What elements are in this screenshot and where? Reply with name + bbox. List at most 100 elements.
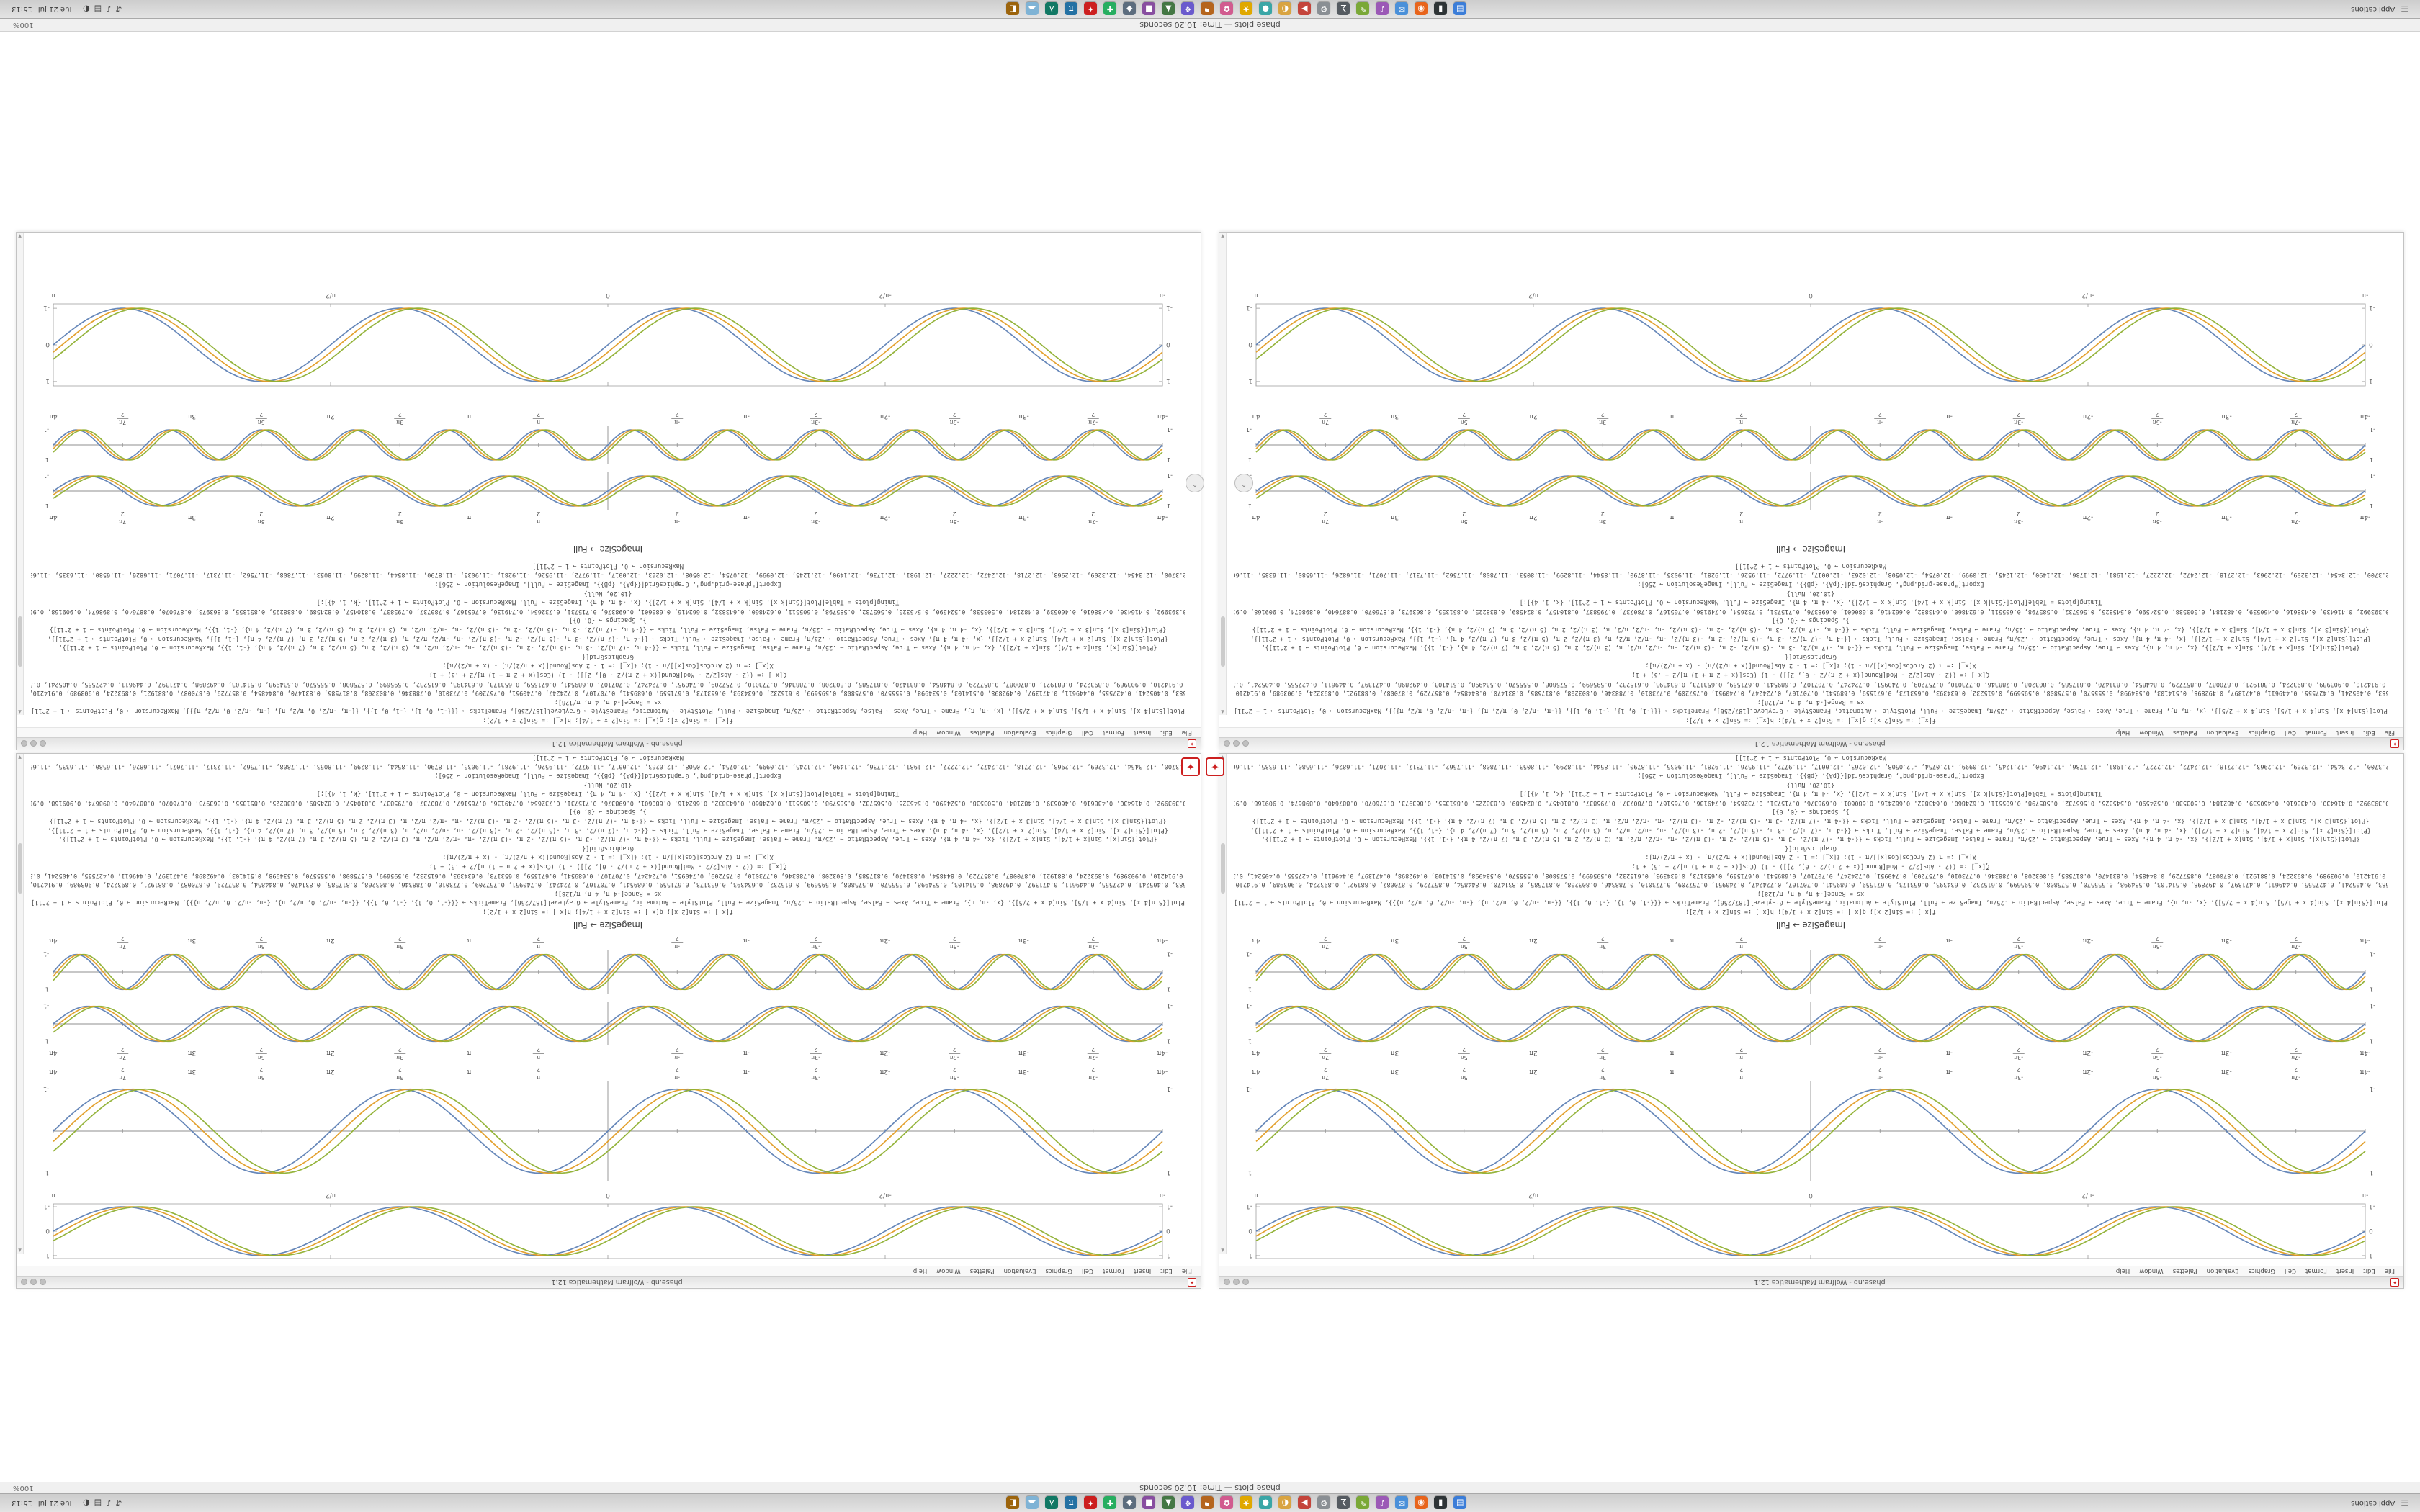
menu-file[interactable]: File — [2384, 729, 2395, 737]
file-manager-icon[interactable]: ▤ — [1453, 2, 1467, 16]
menu-graphics[interactable]: Graphics — [2248, 729, 2276, 737]
menu-format[interactable]: Format — [1102, 1267, 1124, 1275]
minimize-button[interactable] — [40, 740, 46, 747]
code-line[interactable]: {10.20, Null} — [1786, 780, 1835, 788]
menu-help[interactable]: Help — [913, 1267, 928, 1275]
volume-icon[interactable]: ♪ — [106, 4, 112, 14]
code-line[interactable]: {0., 0.0245412, 0.0490677, 0.0735646, 0.… — [1234, 689, 2388, 697]
menu-window[interactable]: Window — [936, 1267, 961, 1275]
battery-icon[interactable]: ◐ — [83, 4, 90, 14]
keyboard-layout-icon[interactable]: ▤ — [94, 1498, 102, 1508]
code-line[interactable]: ζ[x_] := ((2 - Abs[2/2 - Mod[Round[(x + … — [1631, 863, 1990, 870]
close-button[interactable] — [1224, 1279, 1230, 1286]
code-line[interactable]: {-12.5664, -12.5418, -12.5173, -12.4927,… — [31, 762, 1185, 770]
disk-utility-icon[interactable]: ◆ — [1123, 1496, 1137, 1510]
code-line[interactable]: {1., 0.999699, 0.998795, 0.997290, 0.995… — [1234, 680, 2388, 688]
math-tools-icon[interactable]: π — [1065, 2, 1078, 16]
menu-format[interactable]: Format — [2305, 729, 2327, 737]
chat-icon[interactable]: ● — [1259, 2, 1273, 16]
applications-menu-label[interactable]: Applications — [2351, 1499, 2396, 1507]
scroll-up-icon[interactable]: ▲ — [1221, 709, 1224, 714]
mathematica-spikey-icon[interactable]: ✦ — [1181, 757, 1200, 776]
scrollbar[interactable]: ▲▼ — [1219, 754, 1227, 1254]
code-line[interactable]: {0.0122715, 0.0368072, 0.0613207, 0.0857… — [31, 798, 1185, 806]
menu-evaluation[interactable]: Evaluation — [1003, 729, 1036, 737]
minimize-button[interactable] — [1242, 740, 1249, 747]
menu-file[interactable]: File — [1181, 1267, 1192, 1275]
code-line[interactable]: {Plot[{Sin[x], Sin[x + 1/4], Sin[x + 1/2… — [58, 835, 1157, 843]
menu-graphics[interactable]: Graphics — [1045, 1267, 1073, 1275]
code-line[interactable]: {Plot[{Sin[3 x], Sin[3 x + 1/4], Sin[3 x… — [1252, 626, 2370, 634]
code-line[interactable]: }, Spacings → {0, 0}] — [1772, 616, 1850, 624]
menu-insert[interactable]: Insert — [1133, 729, 1152, 737]
menu-palettes[interactable]: Palettes — [2172, 729, 2197, 737]
menu-cell[interactable]: Cell — [1082, 1267, 1093, 1275]
menu-format[interactable]: Format — [2305, 1267, 2327, 1275]
window-controls[interactable] — [1224, 1279, 1249, 1286]
monitor-icon[interactable]: ▲ — [1162, 1496, 1175, 1510]
menu-help[interactable]: Help — [913, 729, 928, 737]
code-line[interactable]: {-12.5664, -12.5418, -12.5173, -12.4927,… — [1234, 762, 2388, 770]
scrollbar[interactable]: ▲▼ — [1219, 233, 1227, 715]
add-new-icon[interactable]: ✚ — [1103, 1496, 1117, 1510]
favorites-icon[interactable]: ★ — [1240, 2, 1253, 16]
code-line[interactable]: xs = Range[-4 π, 4 π, π/128]; — [1757, 698, 1865, 706]
zoom-level[interactable]: 100% — [13, 1484, 34, 1492]
code-line[interactable]: xs = Range[-4 π, 4 π, π/128]; — [1757, 889, 1865, 897]
code-line[interactable]: {Plot[{Sin[3 x], Sin[3 x + 1/4], Sin[3 x… — [49, 817, 1167, 825]
menu-graphics[interactable]: Graphics — [2248, 1267, 2276, 1275]
menu-edit[interactable]: Edit — [2363, 729, 2375, 737]
scroll-up-icon[interactable]: ▲ — [18, 1248, 22, 1253]
code-line[interactable]: GraphicsGrid[{ — [582, 652, 634, 660]
minimize-button[interactable] — [1242, 1279, 1249, 1286]
mail-icon[interactable]: ✉ — [1395, 1496, 1409, 1510]
code-line[interactable]: Plot[{Sin[4 x], Sin[4 x + 1/5], Sin[4 x … — [31, 899, 1185, 906]
flags-icon[interactable]: ⚑ — [1201, 2, 1214, 16]
calculator-icon[interactable]: ∑ — [1337, 1496, 1350, 1510]
archive-icon[interactable]: ◧ — [1006, 1496, 1020, 1510]
close-button[interactable] — [21, 1279, 27, 1286]
script-runner-icon[interactable]: λ — [1045, 1496, 1059, 1510]
terminal-icon[interactable]: ▮ — [1434, 2, 1448, 16]
scroll-down-icon[interactable]: ▼ — [18, 233, 22, 238]
scroll-down-icon[interactable]: ▼ — [18, 755, 22, 760]
menu-edit[interactable]: Edit — [1160, 729, 1173, 737]
maximize-button[interactable] — [30, 740, 37, 747]
launcher-icon[interactable]: ❖ — [1181, 2, 1195, 16]
window-controls[interactable] — [21, 1279, 46, 1286]
calculator-icon[interactable]: ∑ — [1337, 2, 1350, 16]
code-line[interactable]: GraphicsGrid[{ — [582, 844, 634, 852]
code-line[interactable]: xs = Range[-4 π, 4 π, π/128]; — [554, 698, 662, 706]
maximize-button[interactable] — [1233, 740, 1240, 747]
math-tools-icon[interactable]: π — [1065, 1496, 1078, 1510]
code-line[interactable]: Plot[{Sin[4 x], Sin[4 x + 1/5], Sin[4 x … — [1234, 899, 2388, 906]
photos-icon[interactable]: ✿ — [1220, 1496, 1234, 1510]
menu-palettes[interactable]: Palettes — [2172, 1267, 2197, 1275]
menu-file[interactable]: File — [2384, 1267, 2395, 1275]
code-line[interactable]: {Plot[{Sin[2 x], Sin[2 x + 1/4], Sin[2 x… — [48, 634, 1168, 642]
menu-window[interactable]: Window — [2139, 729, 2164, 737]
window-titlebar[interactable]: ✦ phase.nb - Wolfram Mathematica 12.1 — [1219, 1276, 2403, 1288]
network-icon[interactable]: ⇵ — [115, 4, 122, 14]
scrollbar-thumb[interactable] — [1221, 843, 1225, 894]
code-line[interactable]: f[x_] := Sin[2 x]; g[x_] := Sin[2 x + 1/… — [1685, 716, 1936, 724]
menu-cell[interactable]: Cell — [1082, 729, 1093, 737]
code-line[interactable]: ζ[x_] := ((2 - Abs[2/2 - Mod[Round[(x + … — [1631, 671, 1990, 679]
mail-icon[interactable]: ✉ — [1395, 2, 1409, 16]
scroll-button[interactable]: ⌃ — [1186, 474, 1204, 492]
menu-palettes[interactable]: Palettes — [969, 729, 995, 737]
disk-utility-icon[interactable]: ◆ — [1123, 2, 1137, 16]
menu-edit[interactable]: Edit — [1160, 1267, 1173, 1275]
web-browser-icon[interactable]: ◉ — [1415, 2, 1428, 16]
volume-icon[interactable]: ♪ — [106, 1498, 112, 1508]
favorites-icon[interactable]: ★ — [1240, 1496, 1253, 1510]
keyboard-layout-icon[interactable]: ▤ — [94, 4, 102, 14]
code-line[interactable]: }, Spacings → {0, 0}] — [569, 616, 647, 624]
menu-edit[interactable]: Edit — [2363, 1267, 2375, 1275]
add-new-icon[interactable]: ✚ — [1103, 2, 1117, 16]
mathematica-spikey-icon[interactable]: ✦ — [1206, 757, 1224, 776]
menu-graphics[interactable]: Graphics — [1045, 729, 1073, 737]
applications-menu-icon[interactable]: ☰ — [2401, 1498, 2408, 1508]
code-line[interactable]: Timing[plots = Table[Plot[{Sin[k x], Sin… — [1519, 598, 2102, 606]
music-player-icon[interactable]: ♪ — [1376, 2, 1389, 16]
